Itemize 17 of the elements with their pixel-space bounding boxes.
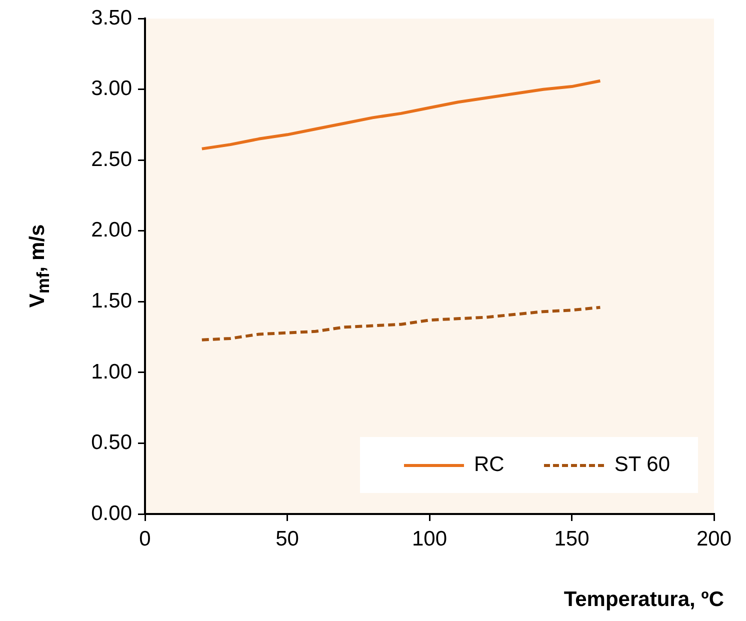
x-tick-label: 100 (412, 527, 448, 550)
x-tick-label: 150 (554, 527, 590, 550)
y-tick-label: 1.50 (91, 289, 132, 312)
y-tick-label: 3.50 (91, 6, 132, 30)
y-tick-label: 0.50 (91, 431, 132, 454)
y-tick-label: 0.00 (91, 502, 132, 525)
y-tick-label: 3.00 (91, 77, 132, 100)
x-tick-label: 0 (139, 527, 151, 550)
legend-label: ST 60 (614, 453, 670, 477)
y-tick-label: 2.50 (91, 148, 132, 171)
x-tick-label: 200 (696, 527, 732, 550)
line-series (200, 306, 602, 342)
legend-label: RC (474, 453, 504, 477)
x-axis-title: Temperatura, ºC (564, 588, 724, 612)
y-tick-label: 2.00 (91, 218, 132, 242)
x-tick-label: 50 (276, 527, 299, 550)
y-tick-label: 1.00 (91, 360, 132, 384)
